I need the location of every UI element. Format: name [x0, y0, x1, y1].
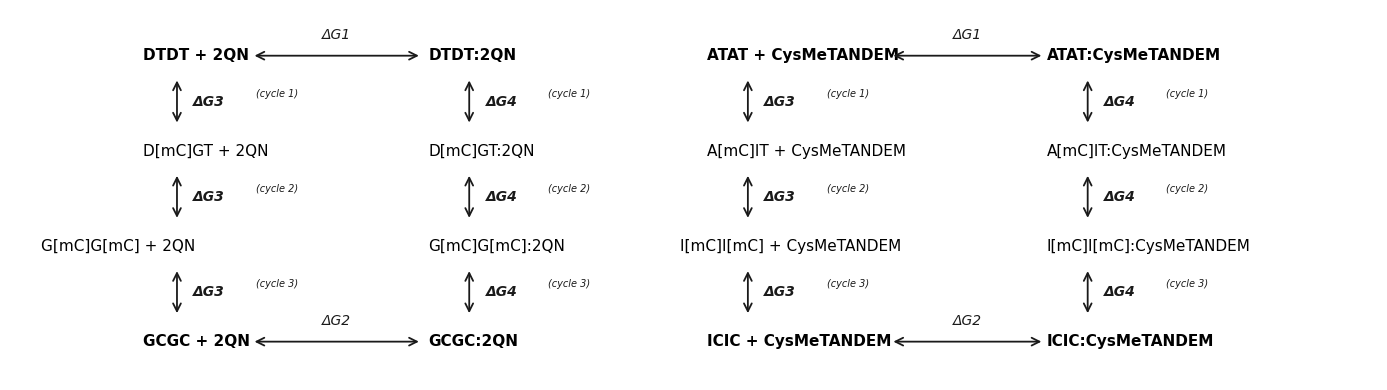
- Text: ΔG3: ΔG3: [764, 190, 796, 204]
- Text: (cycle 3): (cycle 3): [1166, 279, 1208, 289]
- Text: ICIC + CysMeTANDEM: ICIC + CysMeTANDEM: [707, 334, 892, 349]
- Text: G[mC]G[mC] + 2QN: G[mC]G[mC] + 2QN: [42, 239, 196, 254]
- Text: (cycle 1): (cycle 1): [1166, 89, 1208, 99]
- Text: I[mC]I[mC]:CysMeTANDEM: I[mC]I[mC]:CysMeTANDEM: [1047, 239, 1251, 254]
- Text: (cycle 2): (cycle 2): [1166, 184, 1208, 194]
- Text: (cycle 1): (cycle 1): [827, 89, 868, 99]
- Text: (cycle 3): (cycle 3): [827, 279, 868, 289]
- Text: DTDT + 2QN: DTDT + 2QN: [143, 48, 250, 63]
- Text: (cycle 2): (cycle 2): [548, 184, 589, 194]
- Text: GCGC:2QN: GCGC:2QN: [429, 334, 519, 349]
- Text: D[mC]GT + 2QN: D[mC]GT + 2QN: [143, 144, 269, 158]
- Text: ΔG4: ΔG4: [485, 94, 517, 108]
- Text: ΔG4: ΔG4: [1104, 190, 1136, 204]
- Text: ΔG2: ΔG2: [953, 314, 982, 328]
- Text: DTDT:2QN: DTDT:2QN: [429, 48, 516, 63]
- Text: ΔG4: ΔG4: [485, 190, 517, 204]
- Text: G[mC]G[mC]:2QN: G[mC]G[mC]:2QN: [429, 239, 566, 254]
- Text: A[mC]IT:CysMeTANDEM: A[mC]IT:CysMeTANDEM: [1047, 144, 1227, 158]
- Text: I[mC]I[mC] + CysMeTANDEM: I[mC]I[mC] + CysMeTANDEM: [680, 239, 902, 254]
- Text: ATAT:CysMeTANDEM: ATAT:CysMeTANDEM: [1047, 48, 1221, 63]
- Text: (cycle 1): (cycle 1): [255, 89, 298, 99]
- Text: ATAT + CysMeTANDEM: ATAT + CysMeTANDEM: [707, 48, 899, 63]
- Text: ΔG3: ΔG3: [193, 94, 225, 108]
- Text: (cycle 2): (cycle 2): [255, 184, 298, 194]
- Text: ΔG3: ΔG3: [193, 190, 225, 204]
- Text: ΔG3: ΔG3: [764, 94, 796, 108]
- Text: ΔG4: ΔG4: [1104, 285, 1136, 299]
- Text: ΔG4: ΔG4: [485, 285, 517, 299]
- Text: (cycle 3): (cycle 3): [255, 279, 298, 289]
- Text: ΔG1: ΔG1: [322, 28, 351, 42]
- Text: GCGC + 2QN: GCGC + 2QN: [143, 334, 250, 349]
- Text: (cycle 2): (cycle 2): [827, 184, 868, 194]
- Text: ΔG3: ΔG3: [193, 285, 225, 299]
- Text: ΔG3: ΔG3: [764, 285, 796, 299]
- Text: ΔG1: ΔG1: [953, 28, 982, 42]
- Text: D[mC]GT:2QN: D[mC]GT:2QN: [429, 144, 535, 158]
- Text: ΔG2: ΔG2: [322, 314, 351, 328]
- Text: ICIC:CysMeTANDEM: ICIC:CysMeTANDEM: [1047, 334, 1214, 349]
- Text: (cycle 1): (cycle 1): [548, 89, 589, 99]
- Text: A[mC]IT + CysMeTANDEM: A[mC]IT + CysMeTANDEM: [707, 144, 906, 158]
- Text: ΔG4: ΔG4: [1104, 94, 1136, 108]
- Text: (cycle 3): (cycle 3): [548, 279, 589, 289]
